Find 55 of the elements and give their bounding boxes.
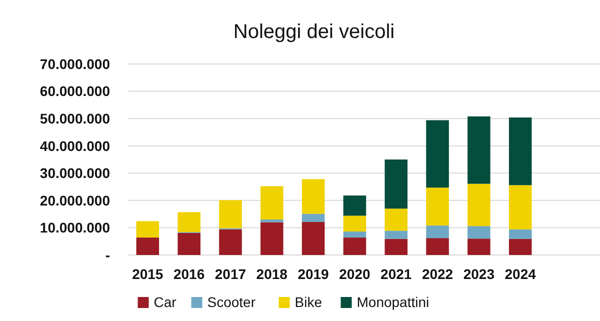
y-tick-label: 40.000.000	[40, 138, 110, 154]
y-tick-label: 10.000.000	[40, 220, 110, 236]
x-tick-label: 2016	[173, 266, 205, 282]
bar	[508, 238, 532, 255]
bar	[384, 160, 408, 209]
bar	[178, 212, 200, 232]
x-tick-label: 2017	[214, 266, 246, 282]
x-tick-label: 2015	[132, 266, 164, 282]
bar	[426, 238, 449, 255]
y-tick-label: 70.000.000	[40, 56, 110, 72]
bar	[178, 232, 200, 255]
x-tick-label: 2020	[339, 266, 370, 282]
bar	[136, 238, 160, 255]
y-tick-label: 30.000.000	[40, 165, 110, 182]
bar	[260, 222, 284, 255]
bar	[384, 208, 408, 231]
x-tick-label: 2021	[380, 266, 412, 282]
bar	[343, 216, 366, 232]
legend-label: Scooter	[207, 294, 256, 310]
bar	[384, 230, 408, 239]
bar	[260, 186, 284, 220]
bar	[468, 116, 490, 184]
bar	[302, 222, 325, 255]
bar	[219, 200, 242, 228]
bar	[384, 238, 408, 255]
bar	[343, 196, 366, 216]
bar	[508, 229, 532, 239]
bar	[343, 232, 366, 238]
bar	[508, 185, 532, 230]
y-tick-label: 20.000.000	[40, 192, 110, 208]
bar	[468, 184, 490, 226]
bar	[302, 179, 325, 214]
chart-title: Noleggi dei veicoli	[233, 21, 395, 43]
bar	[426, 120, 449, 188]
bar	[302, 214, 325, 222]
legend-label: Bike	[294, 294, 322, 310]
y-tick-label: 60.000.000	[40, 83, 110, 100]
bar	[426, 188, 449, 226]
y-tick-label: -	[105, 246, 110, 263]
bar	[136, 221, 160, 238]
bar	[468, 226, 490, 239]
legend-label: Monopattini	[356, 294, 430, 310]
x-tick-label: 2023	[463, 266, 495, 282]
y-tick-label: 50.000.000	[40, 110, 110, 126]
x-tick-label: 2022	[422, 266, 454, 282]
x-tick-label: 2019	[298, 266, 330, 282]
bar	[219, 229, 242, 255]
bar	[508, 117, 532, 186]
bar	[343, 238, 366, 255]
bar	[426, 226, 449, 238]
legend-label: Car	[154, 294, 177, 310]
x-tick-label: 2018	[256, 266, 288, 282]
x-tick-label: 2024	[504, 266, 536, 282]
bar	[468, 238, 490, 255]
bar	[260, 220, 284, 222]
